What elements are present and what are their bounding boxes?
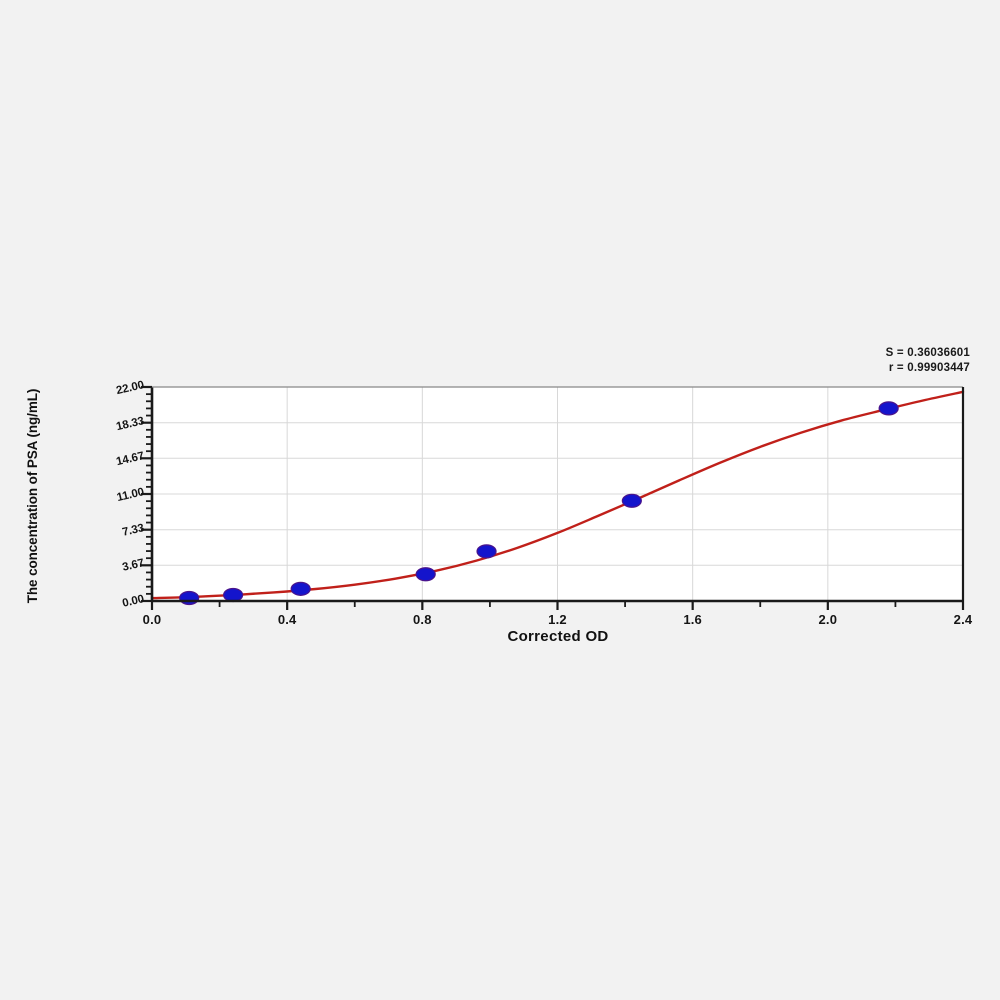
x-tick-label: 1.2 (548, 612, 567, 627)
data-point-marker (878, 401, 899, 416)
data-point-marker (415, 567, 436, 582)
x-tick-label: 2.4 (953, 612, 973, 627)
x-tick-label: 0.8 (412, 612, 432, 627)
fit-curve (150, 390, 965, 600)
data-point-marker (621, 493, 642, 508)
x-tick-label: 0.4 (277, 612, 297, 627)
statistic-r: r = 0.99903447 (888, 361, 970, 374)
x-tick-label: 1.6 (683, 612, 702, 627)
x-axis-title: Corrected OD (507, 628, 609, 645)
data-point-marker (179, 590, 200, 606)
data-point-marker (223, 587, 244, 603)
data-point-marker (290, 581, 311, 596)
data-point-marker (476, 544, 497, 559)
fit-statistics: S = 0.36036601 r = 0.99903447 (886, 346, 970, 375)
x-tick-label: 2.0 (818, 612, 838, 627)
x-tick-label: 0.0 (142, 612, 162, 627)
statistic-s: S = 0.36036601 (885, 347, 970, 359)
